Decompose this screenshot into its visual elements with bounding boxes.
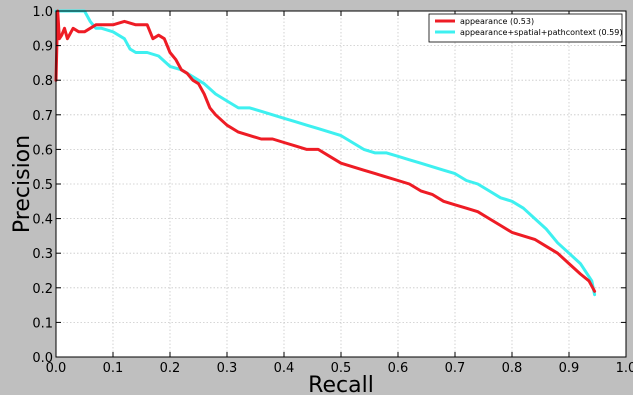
y-tick-label: 0.0: [32, 351, 53, 366]
legend-box: [428, 13, 623, 43]
y-tick-label: 0.6: [32, 143, 53, 158]
x-tick-label: 0.1: [103, 361, 124, 376]
legend-label-2: appearance+spatial+pathcontext (0.59): [460, 28, 622, 37]
series-lines: [54, 9, 597, 297]
y-tick-label: 1.0: [32, 5, 53, 20]
y-tick-label: 0.1: [32, 316, 53, 331]
x-tick-label: 0.2: [160, 361, 181, 376]
x-tick-label: 0.4: [274, 361, 295, 376]
x-axis-title: Recall: [308, 373, 374, 395]
series-line-2: [54, 9, 597, 297]
y-tick-label: 0.3: [32, 247, 53, 262]
x-tick-label: 0.7: [445, 361, 466, 376]
legend-label-1: appearance (0.53): [460, 17, 534, 26]
x-tick-label: 0.3: [217, 361, 238, 376]
y-axis-title: Precision: [10, 135, 35, 233]
legend: appearance (0.53) appearance+spatial+path…: [428, 13, 623, 43]
grid-lines: [56, 11, 626, 357]
y-tick-label: 0.8: [32, 74, 53, 89]
x-tick-label: 0.5: [331, 361, 352, 376]
axis-ticks: 0.0 0.1 0.2 0.3 0.4 0.5 0.6 0.7 0.8 0.9 1.0 0.0 0.1 0…: [32, 5, 633, 376]
series-line-1: [54, 9, 597, 293]
x-tick-label: 1.0: [616, 361, 633, 376]
y-tick-label: 0.4: [32, 213, 53, 228]
y-tick-label: 0.7: [32, 109, 53, 124]
y-tick-label: 0.5: [32, 178, 53, 193]
x-tick-label: 0.8: [502, 361, 523, 376]
x-tick-label: 0.0: [46, 361, 67, 376]
x-tick-label: 0.9: [559, 361, 580, 376]
y-tick-label: 0.9: [32, 40, 53, 55]
x-tick-label: 0.6: [388, 361, 409, 376]
y-tick-label: 0.2: [32, 282, 53, 297]
